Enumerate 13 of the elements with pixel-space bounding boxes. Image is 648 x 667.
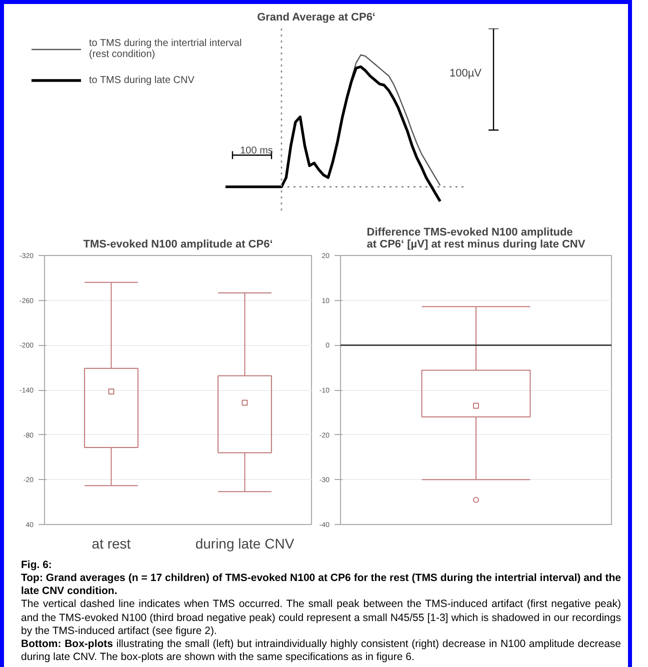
legend-label: to TMS during late CNV: [89, 74, 194, 86]
text: Bottom: Box-plots illustrating the small (left) but intraindividually highly consistent (right) decrease in N100 amplitude decrease during late CNV. The box-plots are shown with the same specifications as in figure 6.: [21, 638, 621, 663]
text: Top: Grand averages (n = 17 children) of TMS-evoked N100 at CP6 for the rest (TMS during the intertrial interval) and the late CNV condition.: [21, 572, 621, 598]
x-tick-label: at rest: [92, 536, 131, 552]
annotation: 100 ms: [240, 146, 273, 156]
chart-title: TMS-evoked N100 amplitude at CP6‘: [83, 238, 273, 250]
chart-title: Difference TMS-evoked N100 amplitude at CP6‘ [µV] at rest minus during late CNV: [366, 226, 586, 250]
text: 100µV: [449, 68, 482, 80]
text: The vertical dashed line indicates when TMS occurred. The small peak between the TMS-induced artifact (first negative peak) and the TMS-evoked N100 (third broad negative peak) could represent a small N45/55 [1-3] which is shadowed in our recordings by the TMS-induced artifact (see figure 2).: [21, 598, 621, 637]
caption: Fig. 6:: [21, 559, 52, 571]
x-tick-label: during late CNV: [195, 536, 295, 552]
legend-label: to TMS during the intertrial interval (rest condition): [89, 38, 242, 60]
chart-title: Grand Average at CP6‘: [257, 12, 376, 24]
